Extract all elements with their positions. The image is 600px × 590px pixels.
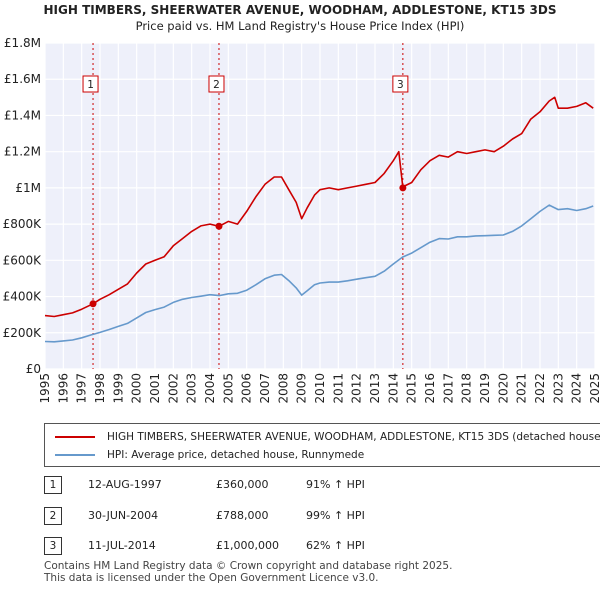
legend-entry-property: HIGH TIMBERS, SHEERWATER AVENUE, WOODHAM… <box>55 428 600 446</box>
sale-point <box>89 300 97 308</box>
x-tick-label: 1998 <box>93 373 107 404</box>
transaction-hpi: 99% ↑ HPI <box>306 509 365 522</box>
legend-entry-hpi: HPI: Average price, detached house, Runn… <box>55 446 364 464</box>
x-tick-label: 2016 <box>423 373 437 404</box>
chart-title: HIGH TIMBERS, SHEERWATER AVENUE, WOODHAM… <box>44 3 557 17</box>
y-tick-label: £1.6M <box>4 72 41 86</box>
x-tick-label: 2017 <box>441 373 455 404</box>
hpi-line <box>44 204 594 343</box>
x-tick-label: 2012 <box>350 373 364 404</box>
x-tick-label: 2008 <box>276 373 290 404</box>
transaction-date: 12-AUG-1997 <box>88 478 162 491</box>
transaction-row: 2 30-JUN-2004 £788,000 99% ↑ HPI <box>44 507 594 529</box>
transaction-hpi: 62% ↑ HPI <box>306 539 365 552</box>
x-tick-label: 2004 <box>203 373 217 404</box>
y-tick-label: £800K <box>3 217 43 231</box>
y-tick-label: £0 <box>26 362 41 376</box>
y-tick-label: £1.4M <box>4 108 41 122</box>
x-tick-label: 2024 <box>570 373 584 404</box>
y-tick-label: £1M <box>15 181 41 195</box>
y-tick-label: £400K <box>3 290 43 304</box>
x-tick-label: 2014 <box>386 373 400 404</box>
transaction-number: 2 <box>44 507 62 525</box>
transaction-price: £360,000 <box>216 478 269 491</box>
legend-label-property: HIGH TIMBERS, SHEERWATER AVENUE, WOODHAM… <box>107 431 600 443</box>
x-tick-label: 1995 <box>38 373 52 404</box>
sale-point <box>215 222 223 230</box>
marker-label-box <box>82 75 99 93</box>
y-tick-label: £200K <box>3 326 43 340</box>
series-lines <box>44 96 594 343</box>
y-tick-label: £1.2M <box>4 145 41 159</box>
x-tick-label: 1997 <box>75 373 89 404</box>
grid-lines <box>44 42 596 370</box>
sale-points <box>89 184 407 308</box>
y-tick-label: £1.8M <box>4 36 41 50</box>
x-tick-label: 2015 <box>405 373 419 404</box>
marker-label-box <box>208 75 225 93</box>
transaction-date: 30-JUN-2004 <box>88 509 159 522</box>
x-tick-label: 2010 <box>313 373 327 404</box>
footer-copyright: Contains HM Land Registry data © Crown c… <box>44 560 453 572</box>
price-chart: HIGH TIMBERS, SHEERWATER AVENUE, WOODHAM… <box>3 3 600 404</box>
x-tick-label: 2023 <box>551 373 565 404</box>
x-tick-label: 2018 <box>460 373 474 404</box>
x-tick-label: 2013 <box>368 373 382 404</box>
x-tick-label: 2000 <box>130 373 144 404</box>
x-tick-label: 2005 <box>221 373 235 404</box>
transaction-price: £788,000 <box>216 509 269 522</box>
x-tick-label: 2001 <box>148 373 162 404</box>
x-axis-ticks: 1995 1996 1997 1998 1999 2000 2001 2002 2003 2004… <box>38 373 600 404</box>
transaction-row: 3 11-JUL-2014 £1,000,000 62% ↑ HPI <box>44 537 594 559</box>
x-tick-label: 2003 <box>185 373 199 404</box>
transaction-hpi: 91% ↑ HPI <box>306 478 365 491</box>
marker-label: 1 <box>87 79 94 91</box>
legend-swatch-blue <box>55 454 95 456</box>
y-tick-label: £600K <box>3 253 43 267</box>
legend: HIGH TIMBERS, SHEERWATER AVENUE, WOODHAM… <box>44 423 600 467</box>
property-price-line <box>44 96 594 318</box>
y-axis-ticks: £0 £200K £400K £600K £800K £1M £1.2M £1.4M £1.6M… <box>3 36 43 376</box>
marker-labels: 1 2 3 <box>82 75 409 93</box>
transaction-row: 1 12-AUG-1997 £360,000 91% ↑ HPI <box>44 476 594 498</box>
marker-label: 3 <box>397 79 404 91</box>
marker-vlines <box>92 43 404 369</box>
transaction-price: £1,000,000 <box>216 539 279 552</box>
x-tick-label: 2009 <box>295 373 309 404</box>
x-tick-label: 1999 <box>111 373 125 404</box>
x-tick-label: 2025 <box>588 373 600 404</box>
legend-label-hpi: HPI: Average price, detached house, Runn… <box>107 449 365 461</box>
x-tick-label: 2002 <box>166 373 180 404</box>
legend-swatch-red <box>55 436 95 438</box>
footer-licence: This data is licensed under the Open Gov… <box>44 571 379 584</box>
x-tick-label: 2019 <box>478 373 492 404</box>
x-tick-label: 2020 <box>496 373 510 404</box>
x-tick-label: 2006 <box>240 373 254 404</box>
transaction-date: 11-JUL-2014 <box>88 539 156 552</box>
x-tick-label: 2007 <box>258 373 272 404</box>
marker-label-box <box>392 75 409 93</box>
transaction-number: 1 <box>44 476 62 494</box>
x-tick-label: 2021 <box>515 373 529 404</box>
transaction-number: 3 <box>44 537 62 555</box>
x-tick-label: 1996 <box>56 373 70 404</box>
x-tick-label: 2011 <box>331 373 345 404</box>
footer: Contains HM Land Registry data © Crown c… <box>44 560 453 584</box>
chart-subtitle: Price paid vs. HM Land Registry's House … <box>136 19 465 33</box>
sale-point <box>399 184 407 192</box>
marker-label: 2 <box>213 79 220 91</box>
x-tick-label: 2022 <box>533 373 547 404</box>
